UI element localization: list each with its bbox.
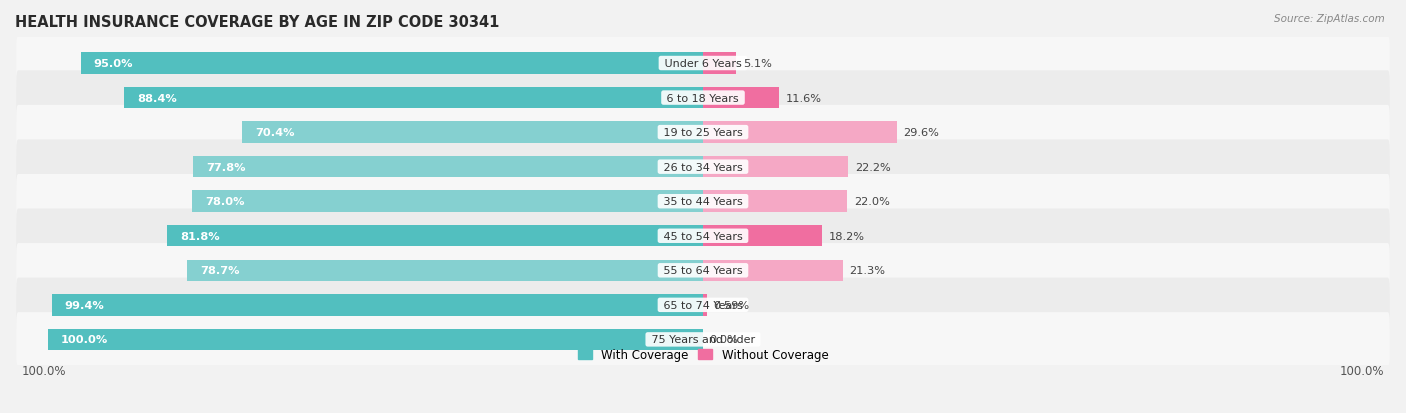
Text: 0.0%: 0.0% <box>710 335 738 344</box>
Text: 70.4%: 70.4% <box>254 128 294 138</box>
Text: 55 to 64 Years: 55 to 64 Years <box>659 266 747 275</box>
Bar <box>242 122 703 143</box>
Text: 6 to 18 Years: 6 to 18 Years <box>664 93 742 103</box>
Text: 100.0%: 100.0% <box>21 364 66 377</box>
Bar <box>187 260 703 281</box>
Text: 5.1%: 5.1% <box>742 59 772 69</box>
Text: 11.6%: 11.6% <box>786 93 821 103</box>
Bar <box>703 53 737 75</box>
Text: 65 to 74 Years: 65 to 74 Years <box>659 300 747 310</box>
Text: 26 to 34 Years: 26 to 34 Years <box>659 162 747 172</box>
Text: 21.3%: 21.3% <box>849 266 886 275</box>
Text: 22.2%: 22.2% <box>855 162 891 172</box>
FancyBboxPatch shape <box>17 71 1389 126</box>
Bar <box>80 53 703 75</box>
Bar <box>703 157 848 178</box>
Text: 81.8%: 81.8% <box>180 231 219 241</box>
Text: Under 6 Years: Under 6 Years <box>661 59 745 69</box>
Bar <box>703 122 897 143</box>
FancyBboxPatch shape <box>17 175 1389 229</box>
Text: 95.0%: 95.0% <box>94 59 134 69</box>
Bar <box>48 329 703 350</box>
Text: 78.0%: 78.0% <box>205 197 245 207</box>
FancyBboxPatch shape <box>17 37 1389 91</box>
FancyBboxPatch shape <box>17 140 1389 195</box>
Bar <box>167 225 703 247</box>
FancyBboxPatch shape <box>17 209 1389 263</box>
Text: 0.59%: 0.59% <box>713 300 749 310</box>
FancyBboxPatch shape <box>17 243 1389 298</box>
Bar <box>703 294 707 316</box>
Bar <box>703 260 842 281</box>
Text: 22.0%: 22.0% <box>853 197 890 207</box>
Bar <box>124 88 703 109</box>
FancyBboxPatch shape <box>17 106 1389 160</box>
Text: 75 Years and older: 75 Years and older <box>648 335 758 344</box>
Bar <box>52 294 703 316</box>
Text: 100.0%: 100.0% <box>60 335 108 344</box>
Text: 35 to 44 Years: 35 to 44 Years <box>659 197 747 207</box>
Text: 77.8%: 77.8% <box>207 162 246 172</box>
Text: 88.4%: 88.4% <box>136 93 177 103</box>
FancyBboxPatch shape <box>17 312 1389 367</box>
Text: HEALTH INSURANCE COVERAGE BY AGE IN ZIP CODE 30341: HEALTH INSURANCE COVERAGE BY AGE IN ZIP … <box>15 15 499 30</box>
Legend: With Coverage, Without Coverage: With Coverage, Without Coverage <box>572 344 834 366</box>
Text: 99.4%: 99.4% <box>65 300 104 310</box>
Bar <box>703 88 779 109</box>
Text: 18.2%: 18.2% <box>828 231 865 241</box>
Bar <box>703 225 823 247</box>
Text: 45 to 54 Years: 45 to 54 Years <box>659 231 747 241</box>
Text: Source: ZipAtlas.com: Source: ZipAtlas.com <box>1274 14 1385 24</box>
Text: 19 to 25 Years: 19 to 25 Years <box>659 128 747 138</box>
Bar <box>193 157 703 178</box>
Text: 29.6%: 29.6% <box>904 128 939 138</box>
Bar <box>703 191 848 212</box>
Bar <box>191 191 703 212</box>
Text: 78.7%: 78.7% <box>201 266 240 275</box>
FancyBboxPatch shape <box>17 278 1389 332</box>
Text: 100.0%: 100.0% <box>1340 364 1385 377</box>
